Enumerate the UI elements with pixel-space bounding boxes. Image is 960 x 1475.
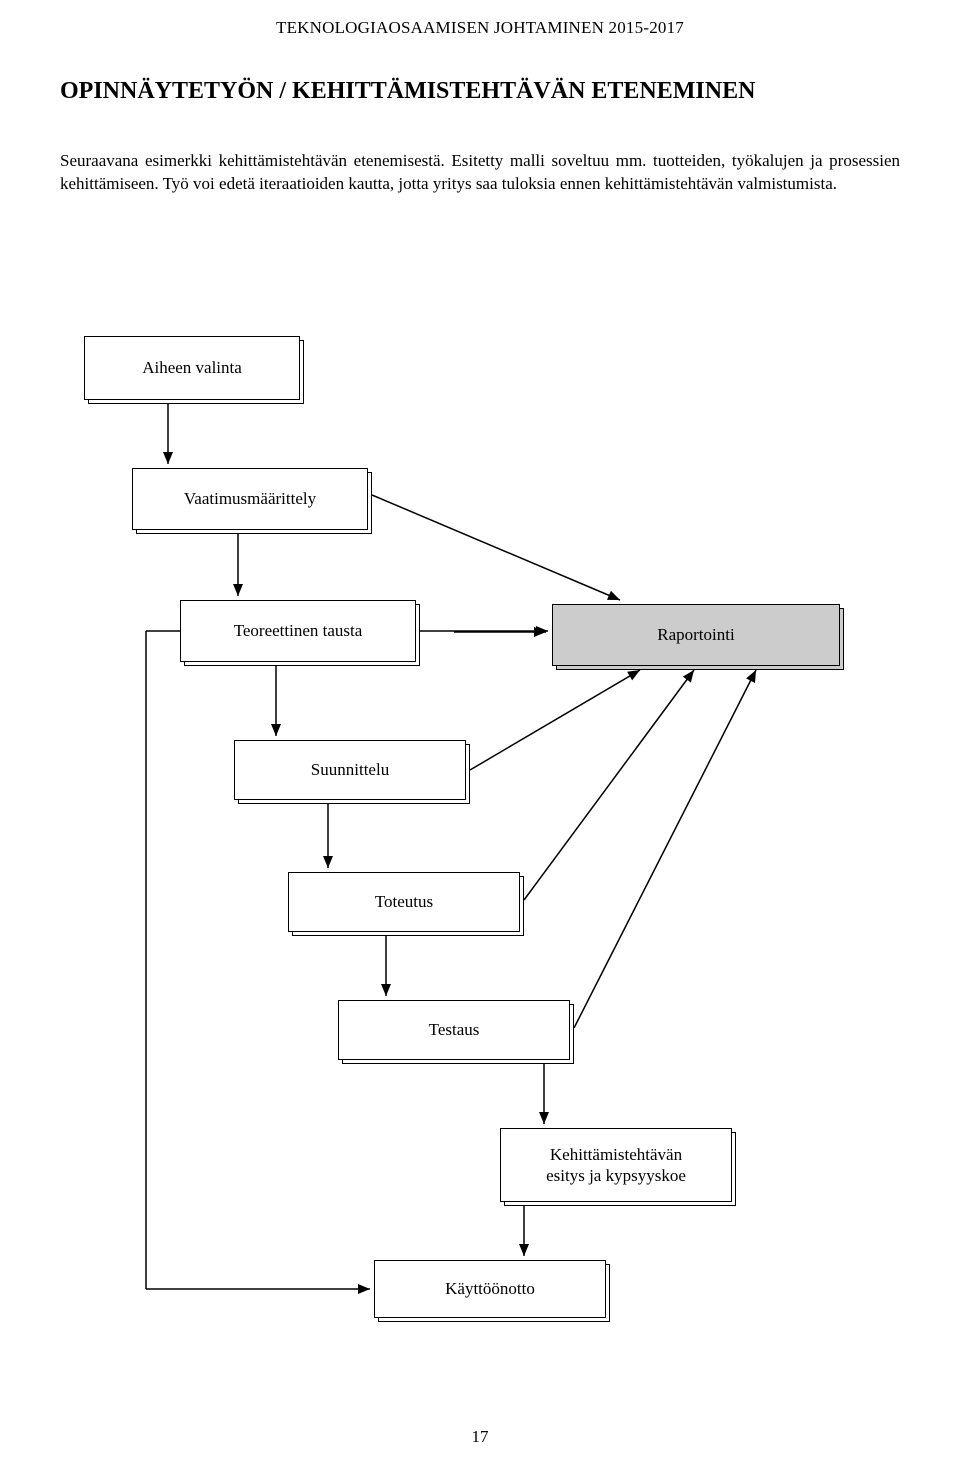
flow-node-label: Teoreettinen tausta — [180, 600, 416, 662]
flow-node-teoria: Teoreettinen tausta — [180, 600, 416, 662]
flow-node-label: Aiheen valinta — [84, 336, 300, 400]
flow-node-testaus: Testaus — [338, 1000, 570, 1060]
flow-node-label: Suunnittelu — [234, 740, 466, 800]
page: TEKNOLOGIAOSAAMISEN JOHTAMINEN 2015-2017… — [0, 0, 960, 1475]
flow-node-aiheen: Aiheen valinta — [84, 336, 300, 400]
flow-node-vaatimus: Vaatimusmäärittely — [132, 468, 368, 530]
flow-node-label: Käyttöönotto — [374, 1260, 606, 1318]
flow-node-label: Testaus — [338, 1000, 570, 1060]
flow-node-suunn: Suunnittelu — [234, 740, 466, 800]
flow-node-kehitt: Kehittämistehtävänesitys ja kypsyyskoe — [500, 1128, 732, 1202]
flow-node-kaytto: Käyttöönotto — [374, 1260, 606, 1318]
flow-node-toteutus: Toteutus — [288, 872, 520, 932]
flow-node-label: Vaatimusmäärittely — [132, 468, 368, 530]
flow-node-label: Kehittämistehtävänesitys ja kypsyyskoe — [500, 1128, 732, 1202]
flow-node-raport: Raportointi — [552, 604, 840, 666]
flow-node-label: Raportointi — [552, 604, 840, 666]
flow-node-label: Toteutus — [288, 872, 520, 932]
flowchart: Aiheen valinta Vaatimusmäärittely Teoreett… — [0, 0, 960, 1475]
page-number: 17 — [0, 1427, 960, 1447]
